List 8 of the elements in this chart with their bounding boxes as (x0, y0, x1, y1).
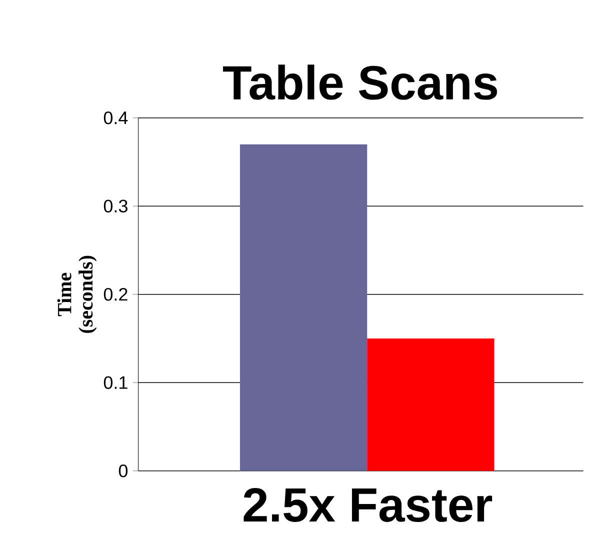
y-tick-label: 0 (118, 464, 128, 478)
y-axis-title: Time (seconds) (57, 256, 97, 333)
text: 2.5x Faster (244, 488, 492, 522)
y-tick-label: 0.1 (104, 376, 128, 389)
y-tick-label: 0.2 (104, 288, 128, 301)
y-tick-label: 0.4 (104, 111, 128, 124)
y-tick-label: 0.3 (104, 200, 128, 212)
chart-title: Table Scans (223, 64, 498, 100)
